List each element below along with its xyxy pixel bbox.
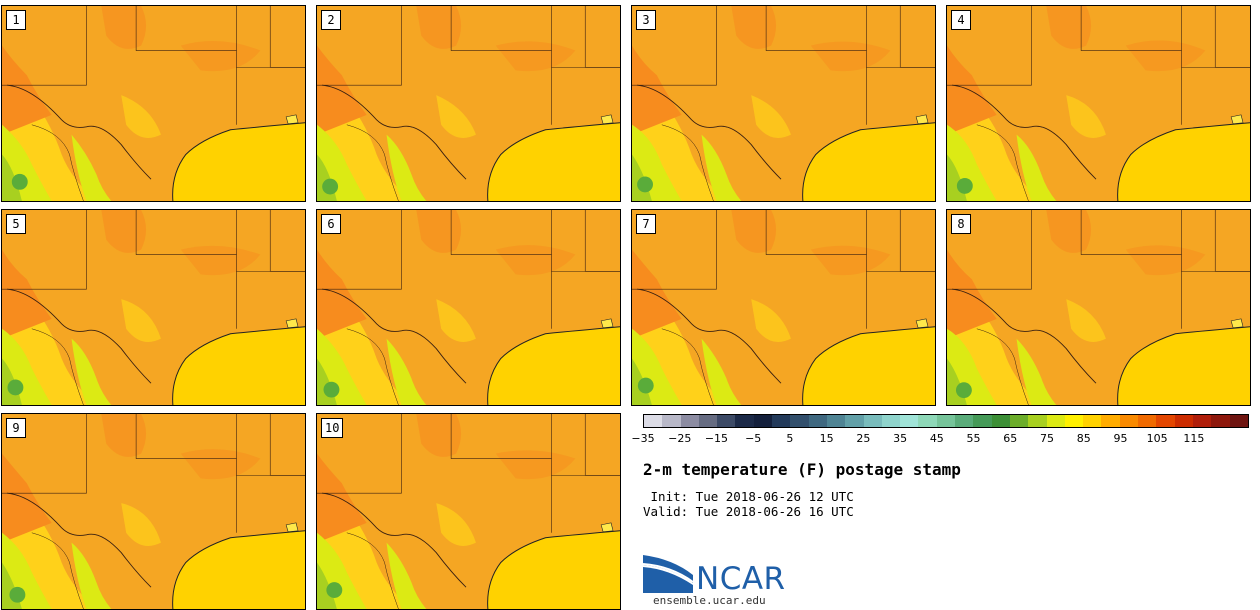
colorbar-swatch: [1083, 415, 1102, 427]
member-panel-6: 6: [316, 209, 621, 406]
colorbar-swatch: [717, 415, 736, 427]
colorbar-swatch: [1174, 415, 1193, 427]
member-panel-7: 7: [631, 209, 936, 406]
colorbar-swatch: [1156, 415, 1175, 427]
chart-title: 2-m temperature (F) postage stamp: [643, 460, 961, 479]
colorbar-swatch: [936, 415, 956, 427]
member-number-label: 1: [6, 10, 26, 30]
colorbar-swatch: [881, 415, 901, 427]
colorbar-swatch: [735, 415, 754, 427]
colorbar-swatch: [680, 415, 699, 427]
colorbar-tick: 95: [1113, 432, 1128, 445]
valid-time: Valid: Tue 2018-06-26 16 UTC: [643, 504, 854, 519]
temperature-map: [2, 6, 305, 201]
colorbar-tick: 15: [819, 432, 834, 445]
temperature-map: [2, 414, 305, 609]
colorbar-tick: −15: [704, 432, 729, 445]
temperature-map: [317, 6, 620, 201]
colorbar-swatch: [772, 415, 791, 427]
ensemble-url: ensemble.ucar.edu: [653, 594, 766, 607]
colorbar-swatch: [973, 415, 992, 427]
member-number-label: 3: [636, 10, 656, 30]
ncar-logo: NCAR ensemble.ucar.edu: [643, 553, 803, 608]
member-panel-8: 8: [946, 209, 1251, 406]
colorbar-tick: 45: [929, 432, 944, 445]
colorbar-tick: 35: [893, 432, 908, 445]
member-panel-10: 10: [316, 413, 621, 610]
colorbar-swatch: [1229, 415, 1248, 427]
colorbar-swatch: [900, 415, 919, 427]
member-number-label: 8: [951, 214, 971, 234]
colorbar-swatch: [790, 415, 809, 427]
colorbar-swatch: [1211, 415, 1230, 427]
colorbar-tick-labels: −35 −25 −15 −5 5 15 25 35 45 55 65 75 85 95 105 115: [631, 432, 1249, 448]
member-number-label: 10: [321, 418, 344, 438]
temperature-map: [632, 6, 935, 201]
member-panel-4: 4: [946, 5, 1251, 202]
colorbar-swatch: [1138, 415, 1157, 427]
member-panel-5: 5: [1, 209, 306, 406]
colorbar-tick: 75: [1040, 432, 1054, 445]
colorbar-swatch: [845, 415, 864, 427]
colorbar-swatch: [955, 415, 974, 427]
member-panel-1: 1: [1, 5, 306, 202]
colorbar-swatch: [662, 415, 681, 427]
colorbar-tick: 65: [1003, 432, 1018, 445]
member-panel-3: 3: [631, 5, 936, 202]
temperature-map: [632, 210, 935, 405]
temperature-colorbar: [643, 414, 1249, 428]
member-number-label: 7: [636, 214, 656, 234]
init-time: Init: Tue 2018-06-26 12 UTC: [643, 489, 854, 504]
member-number-label: 2: [321, 10, 341, 30]
colorbar-tick: 85: [1076, 432, 1091, 445]
colorbar-swatch: [1119, 415, 1139, 427]
colorbar-tick: 25: [856, 432, 871, 445]
member-panel-9: 9: [1, 413, 306, 610]
temperature-map: [947, 6, 1250, 201]
colorbar-swatch: [863, 415, 882, 427]
colorbar-swatch: [1192, 415, 1212, 427]
colorbar-tick: 105: [1146, 432, 1168, 445]
temperature-map: [2, 210, 305, 405]
ncar-swoosh-icon: [643, 555, 694, 593]
colorbar-swatch: [753, 415, 773, 427]
colorbar-swatch: [698, 415, 718, 427]
temperature-map: [947, 210, 1250, 405]
colorbar-swatch: [1064, 415, 1084, 427]
member-number-label: 6: [321, 214, 341, 234]
colorbar-swatch: [826, 415, 846, 427]
colorbar-tick: 5: [786, 432, 794, 445]
member-panel-2: 2: [316, 5, 621, 202]
ncar-logo-text: NCAR: [696, 561, 786, 597]
member-number-label: 9: [6, 418, 26, 438]
colorbar-swatch: [918, 415, 937, 427]
colorbar-swatch: [1101, 415, 1120, 427]
colorbar-tick: 115: [1183, 432, 1205, 445]
colorbar-tick: 55: [966, 432, 981, 445]
colorbar-swatch: [991, 415, 1010, 427]
colorbar-tick: −35: [631, 432, 655, 445]
colorbar-swatch: [1028, 415, 1047, 427]
colorbar-tick: −5: [745, 432, 762, 445]
colorbar-swatch: [808, 415, 827, 427]
colorbar-swatch: [1046, 415, 1065, 427]
temperature-map: [317, 414, 620, 609]
colorbar-swatch: [644, 415, 663, 427]
date-info: Init: Tue 2018-06-26 12 UTC Valid: Tue 2…: [643, 489, 854, 519]
colorbar-tick: −25: [668, 432, 692, 445]
colorbar-swatch: [1009, 415, 1029, 427]
temperature-map: [317, 210, 620, 405]
member-number-label: 5: [6, 214, 26, 234]
member-number-label: 4: [951, 10, 971, 30]
